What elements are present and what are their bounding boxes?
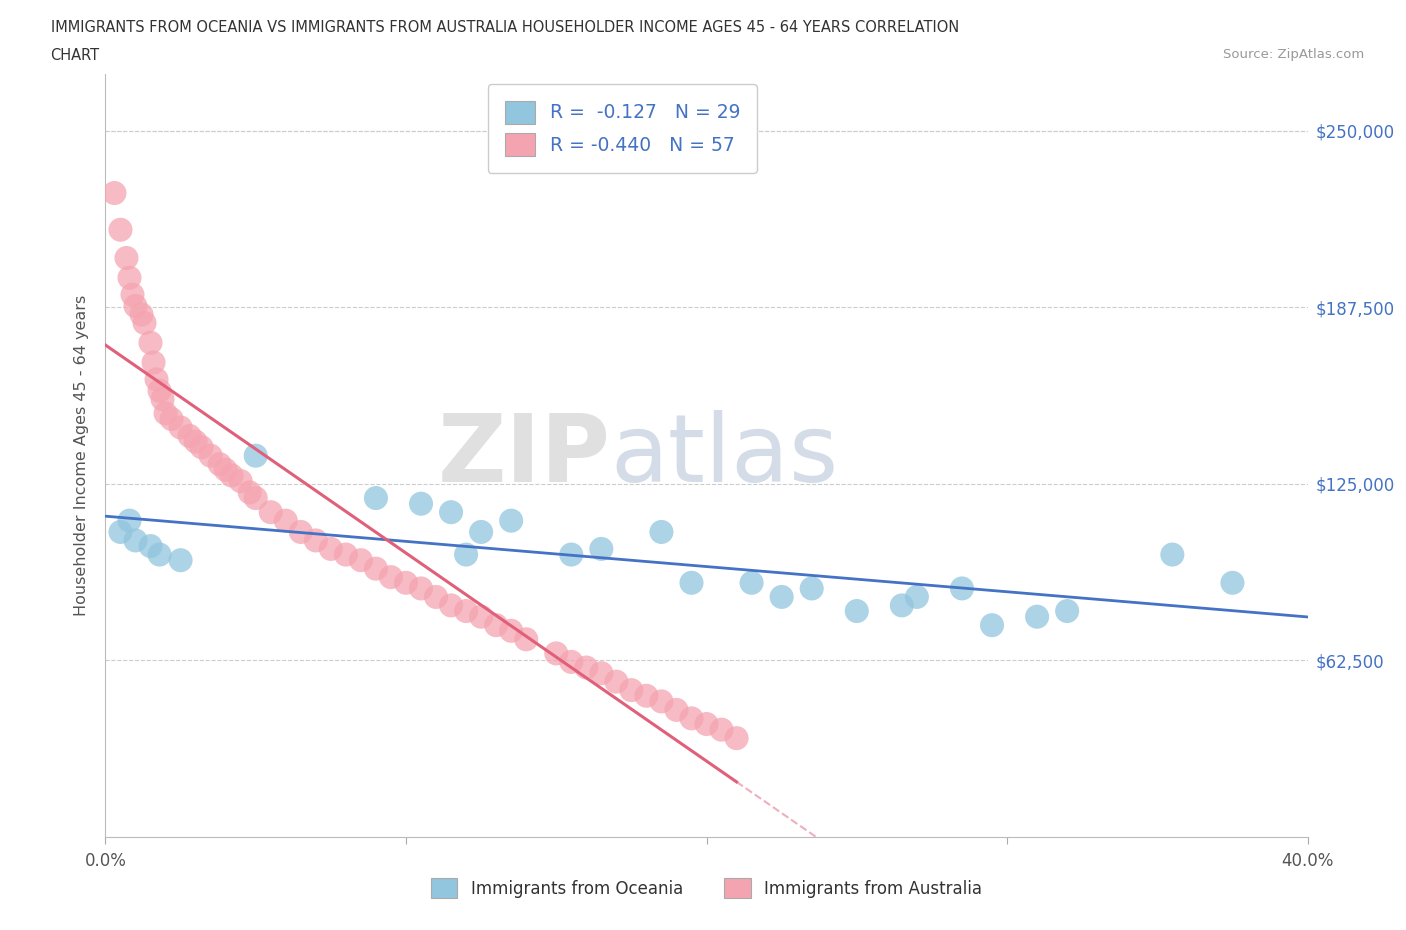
- Point: [190, 440, 212, 455]
- Point: [395, 576, 418, 591]
- Text: atlas: atlas: [610, 410, 838, 501]
- Point: [134, 315, 156, 330]
- Point: [710, 723, 733, 737]
- Point: [350, 552, 373, 567]
- Point: [110, 525, 132, 539]
- Point: [380, 570, 402, 585]
- Point: [145, 372, 167, 387]
- Text: CHART: CHART: [51, 48, 100, 63]
- Point: [115, 250, 138, 265]
- Point: [245, 448, 267, 463]
- Point: [605, 674, 627, 689]
- Point: [131, 307, 153, 322]
- Point: [681, 711, 703, 725]
- Point: [1161, 547, 1184, 562]
- Point: [124, 533, 146, 548]
- Point: [290, 525, 312, 539]
- Point: [681, 576, 703, 591]
- Point: [890, 598, 912, 613]
- Text: ZIP: ZIP: [437, 410, 610, 501]
- Point: [981, 618, 1004, 632]
- Point: [696, 717, 718, 732]
- Point: [470, 609, 492, 624]
- Point: [950, 581, 973, 596]
- Point: [560, 655, 582, 670]
- Point: [454, 547, 477, 562]
- Point: [260, 505, 283, 520]
- Point: [440, 505, 463, 520]
- Point: [305, 533, 328, 548]
- Point: [770, 590, 793, 604]
- Point: [650, 694, 672, 709]
- Point: [364, 561, 387, 576]
- Point: [214, 462, 236, 477]
- Text: IMMIGRANTS FROM OCEANIA VS IMMIGRANTS FROM AUSTRALIA HOUSEHOLDER INCOME AGES 45 : IMMIGRANTS FROM OCEANIA VS IMMIGRANTS FR…: [51, 20, 959, 35]
- Point: [725, 731, 748, 746]
- Point: [200, 448, 222, 463]
- Point: [152, 392, 174, 406]
- Point: [121, 287, 143, 302]
- Point: [179, 429, 201, 444]
- Point: [501, 623, 523, 638]
- Point: [800, 581, 823, 596]
- Point: [560, 547, 582, 562]
- Point: [274, 513, 297, 528]
- Point: [425, 590, 447, 604]
- Point: [470, 525, 492, 539]
- Point: [335, 547, 357, 562]
- Point: [160, 412, 183, 427]
- Point: [575, 660, 598, 675]
- Point: [1056, 604, 1078, 618]
- Point: [1026, 609, 1049, 624]
- Legend: Immigrants from Oceania, Immigrants from Australia: Immigrants from Oceania, Immigrants from…: [423, 871, 990, 905]
- Y-axis label: Householder Income Ages 45 - 64 years: Householder Income Ages 45 - 64 years: [75, 295, 90, 617]
- Point: [208, 457, 231, 472]
- Point: [409, 581, 432, 596]
- Point: [665, 702, 688, 717]
- Point: [139, 538, 162, 553]
- Point: [905, 590, 928, 604]
- Point: [650, 525, 672, 539]
- Point: [546, 646, 568, 661]
- Point: [148, 547, 170, 562]
- Point: [239, 485, 262, 499]
- Point: [118, 271, 141, 286]
- Point: [110, 222, 132, 237]
- Point: [515, 631, 537, 646]
- Point: [440, 598, 463, 613]
- Point: [169, 552, 191, 567]
- Point: [501, 513, 523, 528]
- Point: [364, 491, 387, 506]
- Point: [591, 666, 613, 681]
- Point: [155, 405, 177, 420]
- Point: [454, 604, 477, 618]
- Point: [221, 468, 243, 483]
- Point: [1222, 576, 1244, 591]
- Point: [169, 420, 191, 435]
- Text: Source: ZipAtlas.com: Source: ZipAtlas.com: [1223, 48, 1364, 61]
- Point: [591, 541, 613, 556]
- Point: [142, 355, 165, 370]
- Point: [118, 513, 141, 528]
- Point: [409, 497, 432, 512]
- Point: [229, 473, 252, 488]
- Point: [636, 688, 658, 703]
- Point: [103, 186, 125, 201]
- Point: [845, 604, 868, 618]
- Point: [319, 541, 342, 556]
- Point: [620, 683, 643, 698]
- Point: [139, 336, 162, 351]
- Point: [148, 383, 170, 398]
- Point: [184, 434, 207, 449]
- Point: [245, 491, 267, 506]
- Point: [124, 299, 146, 313]
- Point: [741, 576, 763, 591]
- Point: [485, 618, 508, 632]
